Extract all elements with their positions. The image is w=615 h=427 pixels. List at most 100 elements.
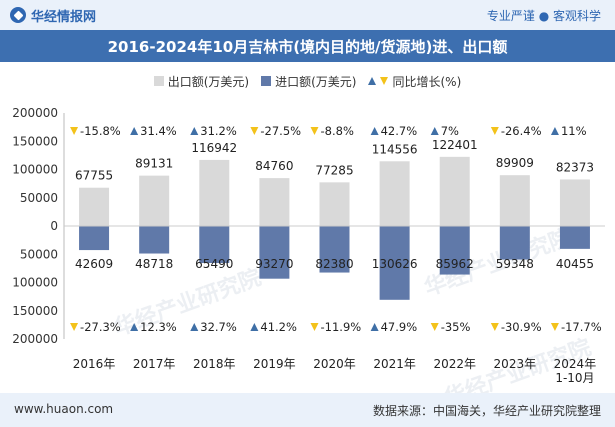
import-bar [379,226,410,300]
import-value-label: 85962 [436,257,474,271]
x-tick-label: 2018年 [193,357,236,371]
y-tick-label: 150000 [12,304,58,318]
export-bar [379,161,410,226]
legend-yoy: 同比增长(%) [368,73,461,90]
logo-icon [10,7,26,23]
export-yoy-label: 11% [561,124,587,138]
x-tick-label: 2021年 [373,357,416,371]
y-tick-label: 200000 [12,106,58,120]
x-tick-label: 2016年 [73,357,116,371]
export-bar [259,178,290,226]
import-value-label: 40455 [556,257,594,271]
import-value-label: 130626 [372,257,418,271]
import-bar [559,226,590,249]
y-tick-label: 100000 [12,163,58,177]
export-up-triangle-icon [190,127,199,135]
import-down-triangle-icon [490,323,499,331]
y-tick-label: 100000 [12,276,58,290]
export-value-label: 116942 [191,141,237,155]
export-yoy-label: 31.4% [140,124,177,138]
import-down-triangle-icon [430,323,439,331]
import-yoy-label: 12.3% [140,320,177,334]
legend: 出口额(万美元) 进口额(万美元) 同比增长(%) [0,72,615,90]
chart-title: 2016-2024年10月吉林市(境内目的地/货源地)进、出口额 [107,37,508,56]
import-value-label: 65490 [195,257,233,271]
export-down-triangle-icon [490,127,499,135]
export-down-triangle-icon [70,127,79,135]
export-yoy-label: -8.8% [321,124,354,138]
chart: 200000 150000 100000 50000 0 50000 100000 15000… [12,106,605,385]
legend-yoy-label: 同比增长(%) [392,74,462,89]
export-bar [319,182,350,226]
export-value-label: 82373 [556,160,594,174]
import-yoy-label: -30.9% [501,320,542,334]
footer-source: 数据来源：中国海关，华经产业研究院整理 [372,404,601,418]
import-up-triangle-icon [130,323,139,331]
import-bar [199,226,230,264]
export-yoy-label: 7% [441,124,459,138]
chart-title-bar: 2016-2024年10月吉林市(境内目的地/货源地)进、出口额 [0,30,615,62]
export-yoy-label: 42.7% [381,124,418,138]
export-bar [79,187,110,226]
top-bar: 华经情报网 专业严谨 ● 客观科学 [0,0,615,30]
export-up-triangle-icon [430,127,439,135]
logo-text: 华经情报网 [31,9,97,25]
import-bar [259,226,290,279]
import-yoy-label: -35% [441,320,471,334]
import-value-label: 59348 [496,257,534,271]
export-bar [559,179,590,226]
import-down-triangle-icon [310,323,319,331]
y-tick-label: 50000 [20,247,58,261]
x-tick-label: 2020年 [313,357,356,371]
legend-up-triangle-icon [368,77,377,85]
export-value-label: 89909 [496,156,534,170]
y-tick-label: 50000 [20,191,58,205]
import-yoy-label: -17.7% [561,320,602,334]
legend-export: 出口额(万美元) [153,73,250,90]
export-bar [439,156,470,226]
y-tick-label: 200000 [12,332,58,346]
legend-export-label: 出口额(万美元) [167,74,250,89]
legend-import-label: 进口额(万美元) [275,74,357,89]
export-yoy-label: -15.8% [80,124,121,138]
import-bar [319,226,350,273]
import-bar [139,226,170,254]
export-yoy-label: -27.5% [260,124,301,138]
export-up-triangle-icon [550,127,559,135]
legend-import-swatch [261,76,272,86]
import-bar [79,226,110,251]
export-bar [199,159,230,226]
y-tick-label: 0 [50,219,58,233]
import-down-triangle-icon [550,323,559,331]
export-up-triangle-icon [370,127,379,135]
import-up-triangle-icon [190,323,199,331]
footer-url[interactable]: www.huaon.com [14,402,114,416]
export-value-label: 67755 [75,169,113,183]
x-tick-label: 2022年 [433,357,476,371]
import-yoy-label: -11.9% [321,320,362,334]
y-tick-label: 150000 [12,134,58,148]
export-yoy-label: 31.2% [200,124,237,138]
export-up-triangle-icon [130,127,139,135]
x-tick-label: 2024年 1-10月 [554,357,597,385]
import-yoy-label: 47.9% [381,320,418,334]
x-tick-label: 2017年 [133,357,176,371]
export-yoy-label: -26.4% [501,124,542,138]
export-down-triangle-icon [250,127,259,135]
export-value-label: 89131 [135,157,173,171]
import-up-triangle-icon [250,323,259,331]
legend-down-triangle-icon [380,77,389,85]
x-tick-label: 2019年 [253,357,296,371]
tagline: 专业严谨 ● 客观科学 [486,9,601,23]
legend-export-swatch [153,76,164,86]
footer: www.huaon.com 数据来源：中国海关，华经产业研究院整理 [0,393,615,427]
export-value-label: 122401 [432,138,478,152]
import-yoy-label: 41.2% [260,320,297,334]
import-bar [499,226,530,260]
export-value-label: 84760 [255,159,293,173]
import-value-label: 82380 [315,257,353,271]
import-bar [439,226,470,275]
export-bar [139,175,170,226]
export-down-triangle-icon [310,127,319,135]
import-up-triangle-icon [370,323,379,331]
